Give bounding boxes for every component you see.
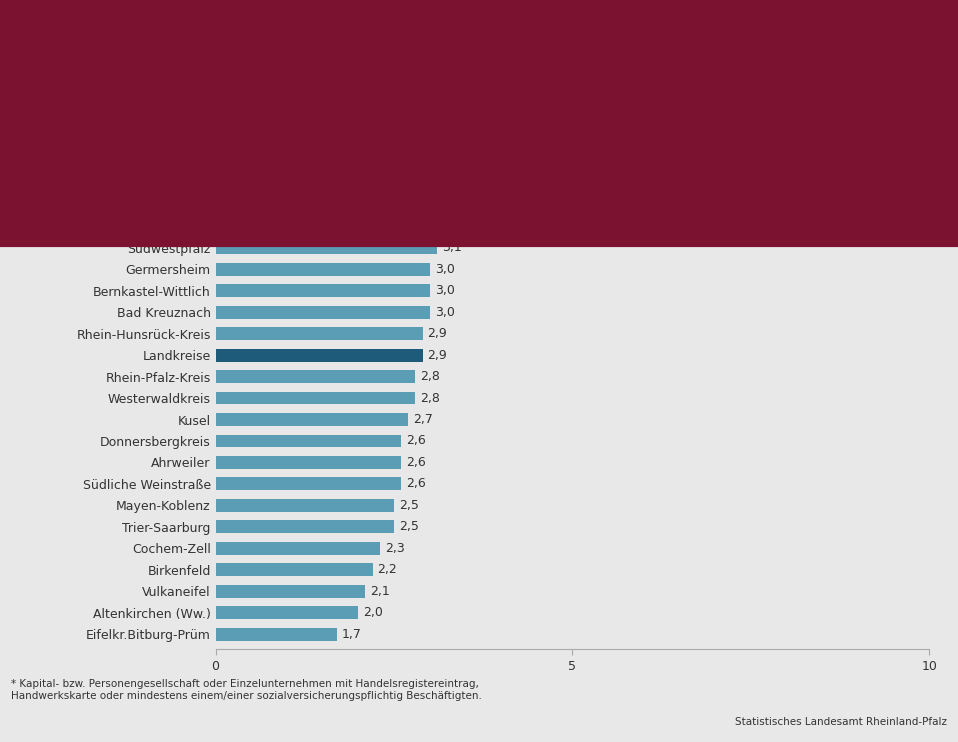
Text: 2,0: 2,0 xyxy=(363,606,383,620)
Text: 2,8: 2,8 xyxy=(421,370,441,383)
Text: 2,7: 2,7 xyxy=(413,413,433,426)
Bar xyxy=(216,113,580,125)
Text: 3,0: 3,0 xyxy=(435,284,454,298)
Text: 1,7: 1,7 xyxy=(342,628,362,641)
Bar xyxy=(216,306,429,318)
Bar xyxy=(216,134,466,147)
Text: 2,5: 2,5 xyxy=(399,499,419,512)
Bar xyxy=(216,628,337,640)
Text: 5,1: 5,1 xyxy=(584,112,604,125)
Text: 3,0: 3,0 xyxy=(435,263,454,276)
Text: 2,1: 2,1 xyxy=(371,585,390,598)
Text: Statistisches Landesamt Rheinland-Pfalz: Statistisches Landesamt Rheinland-Pfalz xyxy=(735,718,947,727)
Bar xyxy=(216,520,394,533)
Text: Betriebsgründungen* je 10.000 Einwohner/-innen 1. Quartal 2023 in den Landkreise: Betriebsgründungen* je 10.000 Einwohner/… xyxy=(11,41,784,59)
Bar xyxy=(216,198,458,211)
Text: 3,4: 3,4 xyxy=(464,177,483,190)
Text: 2,6: 2,6 xyxy=(406,477,426,490)
Bar xyxy=(216,456,401,469)
Text: 2,6: 2,6 xyxy=(406,456,426,469)
Bar xyxy=(216,155,458,168)
Bar xyxy=(216,370,416,383)
Text: 3,5: 3,5 xyxy=(470,134,490,147)
Bar xyxy=(216,499,394,512)
Text: 2,3: 2,3 xyxy=(385,542,404,555)
Bar xyxy=(216,478,401,490)
Bar xyxy=(216,177,458,190)
Text: * Kapital- bzw. Personengesellschaft oder Einzelunternehmen mit Handelsregistere: * Kapital- bzw. Personengesellschaft ode… xyxy=(11,679,483,700)
Bar xyxy=(216,241,437,255)
Text: 2,2: 2,2 xyxy=(377,563,398,577)
Bar xyxy=(216,349,422,361)
Bar xyxy=(216,220,451,233)
Text: 3,3: 3,3 xyxy=(456,220,476,233)
Text: 3,4: 3,4 xyxy=(464,155,483,168)
Bar xyxy=(216,542,379,555)
Bar xyxy=(216,435,401,447)
Bar xyxy=(216,563,373,577)
Bar xyxy=(216,263,429,275)
Bar xyxy=(216,585,365,598)
Text: 2,6: 2,6 xyxy=(406,435,426,447)
Text: 2,9: 2,9 xyxy=(427,349,447,361)
Bar xyxy=(216,327,422,340)
Bar xyxy=(216,606,358,619)
Text: 2,8: 2,8 xyxy=(421,392,441,404)
Text: 2,9: 2,9 xyxy=(427,327,447,340)
Bar xyxy=(216,413,408,426)
Bar xyxy=(216,392,416,404)
Text: 3,1: 3,1 xyxy=(442,241,462,255)
Text: 2,5: 2,5 xyxy=(399,520,419,533)
Text: 3,0: 3,0 xyxy=(435,306,454,318)
Bar xyxy=(216,284,429,297)
Text: 3,4: 3,4 xyxy=(464,198,483,211)
